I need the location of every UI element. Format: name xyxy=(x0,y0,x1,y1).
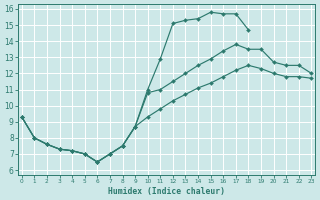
X-axis label: Humidex (Indice chaleur): Humidex (Indice chaleur) xyxy=(108,187,225,196)
